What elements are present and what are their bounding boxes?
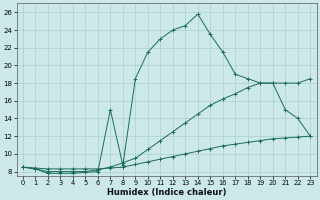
X-axis label: Humidex (Indice chaleur): Humidex (Indice chaleur) [107,188,226,197]
